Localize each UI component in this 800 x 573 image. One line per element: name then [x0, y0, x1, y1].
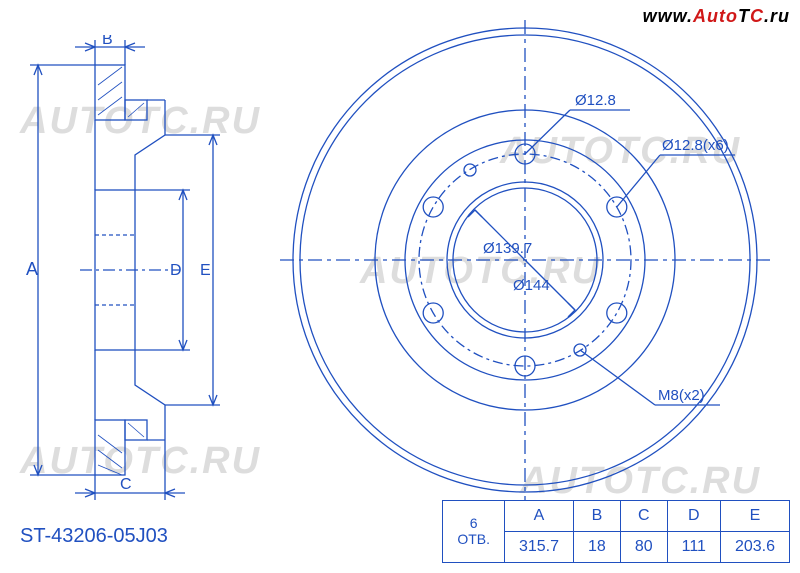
callout-d2: Ø12.8(x6) [662, 137, 729, 154]
logo-red2: C [750, 6, 764, 26]
logo-mid: T [738, 6, 750, 26]
logo-pre: www. [643, 6, 693, 26]
holes-count: 6 [470, 515, 478, 531]
callout-d1: Ø12.8 [575, 92, 616, 109]
callout-d5: M8(x2) [658, 387, 705, 404]
dimension-table: 6 ОТВ. A B C D E 315.7 18 80 111 203.6 [442, 500, 790, 563]
col-d: D [667, 501, 720, 532]
col-a: A [504, 501, 573, 532]
val-e: 203.6 [720, 532, 789, 563]
dim-c-label: C [120, 476, 132, 493]
callout-d3: Ø139.7 [483, 240, 532, 257]
val-d: 111 [667, 532, 720, 563]
val-c: 80 [620, 532, 667, 563]
col-e: E [720, 501, 789, 532]
dim-d-label: D [170, 262, 182, 279]
dim-b-label: B [102, 35, 113, 48]
val-b: 18 [574, 532, 621, 563]
logo-red: Auto [693, 6, 738, 26]
holes-unit: ОТВ. [457, 531, 490, 547]
dim-a-label: A [26, 259, 38, 279]
callout-d4: Ø144 [513, 277, 550, 294]
holes-cell: 6 ОТВ. [443, 501, 505, 563]
front-disc-view: Ø12.8 Ø12.8(x6) Ø139.7 Ø144 M8(x2) [260, 15, 790, 505]
col-c: C [620, 501, 667, 532]
side-cross-section: A B C D E [20, 35, 250, 505]
col-b: B [574, 501, 621, 532]
part-number: ST-43206-05J03 [20, 525, 168, 548]
val-a: 315.7 [504, 532, 573, 563]
logo-suf: .ru [764, 6, 790, 26]
site-logo: www.AutoTC.ru [643, 6, 790, 27]
dim-e-label: E [200, 262, 211, 279]
